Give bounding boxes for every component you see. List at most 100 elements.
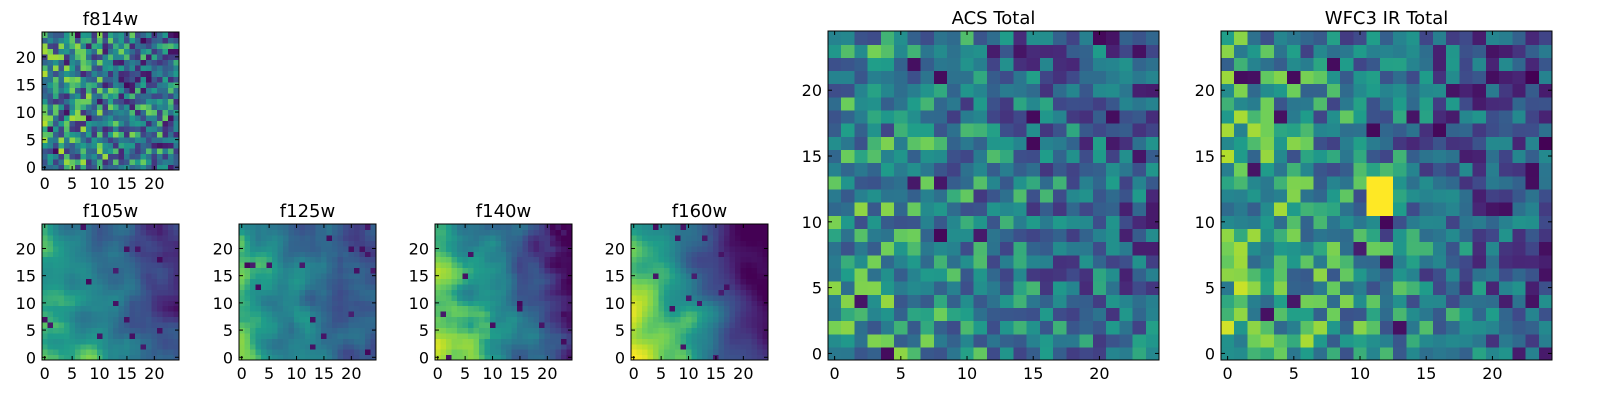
heatmap-cell [724, 278, 731, 285]
heatmap-cell [140, 114, 147, 121]
heatmap-cell [658, 311, 665, 318]
heatmap-cell [63, 109, 70, 116]
heatmap-cell [102, 283, 109, 290]
heatmap-cell [129, 294, 136, 301]
heatmap-cell [249, 278, 257, 285]
heatmap-cell [986, 123, 1001, 137]
heatmap-cell [1485, 333, 1500, 348]
heatmap-cell [113, 48, 120, 55]
heatmap-cell [1313, 320, 1328, 335]
heatmap-cell [1092, 109, 1107, 124]
heatmap-cell [118, 81, 125, 88]
heatmap-cell [533, 267, 540, 274]
heatmap-cell [91, 343, 98, 350]
heatmap-cell [880, 109, 895, 124]
heatmap-cell [658, 256, 665, 263]
heatmap-cell [102, 294, 109, 301]
heatmap-cell [1287, 162, 1302, 177]
heatmap-cell [1119, 175, 1134, 190]
panel-title: f814w [83, 9, 138, 30]
heatmap-cell [74, 245, 81, 252]
heatmap-cell [566, 305, 573, 312]
heatmap-cell [1013, 267, 1028, 282]
heatmap-cell [762, 283, 769, 290]
heatmap-cell [1393, 333, 1407, 348]
heatmap-cell [157, 321, 164, 328]
heatmap-cell [960, 241, 975, 256]
heatmap-cell [1300, 44, 1315, 58]
heatmap-cell [74, 262, 81, 269]
heatmap-cell [1234, 96, 1249, 111]
heatmap-cell [52, 224, 60, 231]
heatmap-cell [462, 267, 469, 274]
heatmap-cell [310, 256, 317, 263]
heatmap-cell [506, 349, 513, 356]
heatmap-cell [907, 57, 922, 72]
heatmap-cell [47, 321, 54, 328]
heatmap-cell [841, 136, 856, 151]
heatmap-cell [85, 256, 92, 263]
heatmap-cell [1145, 109, 1160, 124]
heatmap-cell [451, 267, 458, 274]
heatmap-cell [91, 120, 98, 127]
heatmap-cell [636, 283, 643, 290]
heatmap-cell [277, 229, 284, 236]
heatmap-cell [1092, 83, 1107, 98]
heatmap-cell [337, 343, 344, 350]
heatmap-cell [1039, 109, 1054, 124]
heatmap-cell [151, 349, 158, 356]
heatmap-cell [484, 316, 491, 323]
heatmap-cell [674, 278, 681, 285]
heatmap-cell [663, 349, 670, 356]
heatmap-cell [986, 83, 1001, 98]
heatmap-cell [96, 65, 103, 72]
heatmap-cell [260, 224, 267, 231]
heatmap-cell [244, 229, 251, 236]
heatmap-cell [47, 349, 54, 356]
heatmap-cell [1419, 57, 1434, 72]
heatmap-cell [550, 294, 557, 301]
heatmap-cell [539, 283, 546, 290]
heatmap-cell [91, 142, 98, 149]
heatmap-cell [1039, 83, 1054, 98]
heatmap-cell [867, 136, 882, 151]
heatmap-cell [304, 234, 311, 241]
heatmap-cell [828, 254, 842, 269]
heatmap-cell [1066, 267, 1081, 282]
heatmap-cell [641, 245, 649, 252]
heatmap-cell [102, 267, 109, 274]
heatmap-cell [124, 76, 131, 83]
heatmap-cell [129, 136, 136, 143]
heatmap-cell [762, 316, 769, 323]
heatmap-cell [631, 343, 638, 350]
heatmap-cell [365, 311, 372, 318]
heatmap-cell [854, 149, 869, 164]
heatmap-cell [151, 251, 158, 258]
y-tick-label: 0 [1205, 344, 1215, 363]
heatmap-cell [517, 262, 524, 269]
heatmap-cell [894, 202, 909, 216]
heatmap-cell [1406, 215, 1421, 229]
heatmap-cell [1472, 31, 1487, 45]
heatmap-cell [495, 240, 502, 247]
heatmap-cell [451, 234, 458, 241]
heatmap-cell [713, 332, 720, 339]
heatmap-cell [69, 251, 76, 258]
heatmap-cell [907, 333, 922, 348]
heatmap-cell [702, 343, 709, 350]
heatmap-cell [757, 294, 764, 301]
heatmap-cell [669, 234, 676, 241]
heatmap-cell [652, 311, 659, 318]
heatmap-cell [1273, 96, 1288, 111]
heatmap-cell [162, 229, 169, 236]
heatmap-cell [151, 289, 158, 296]
heatmap-cell [69, 153, 76, 160]
heatmap-cell [828, 241, 842, 256]
heatmap-cell [933, 241, 948, 256]
heatmap-cell [973, 123, 988, 137]
heatmap-cell [249, 321, 257, 328]
heatmap-cell [894, 241, 909, 256]
heatmap-cell [696, 327, 703, 334]
heatmap-cell [1538, 307, 1553, 322]
heatmap-cell [151, 300, 158, 307]
